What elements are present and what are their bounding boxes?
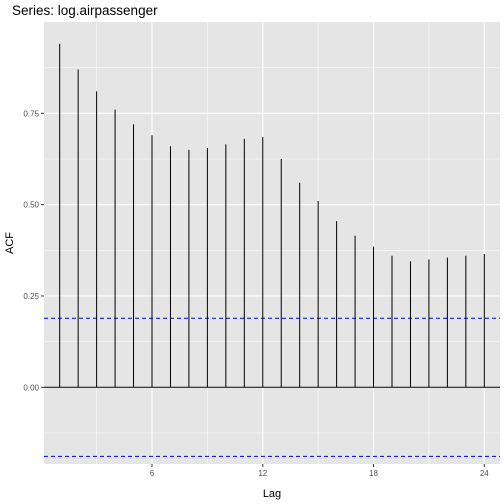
y-axis-ticks: 0.00 0.25 0.50 0.75 <box>23 109 44 392</box>
x-axis-ticks: 6 12 18 24 <box>150 464 490 478</box>
x-tick-label: 12 <box>258 469 267 478</box>
plot-panel <box>44 22 500 464</box>
y-tick-label: 0.25 <box>23 292 39 301</box>
y-tick-label: 0.75 <box>23 109 39 118</box>
chart-title: Series: log.airpassenger <box>12 3 158 18</box>
x-tick-label: 24 <box>480 469 489 478</box>
y-axis-title: ACF <box>4 232 16 254</box>
x-tick-label: 18 <box>369 469 378 478</box>
y-tick-label: 0.00 <box>23 383 39 392</box>
x-tick-label: 6 <box>150 469 155 478</box>
y-tick-label: 0.50 <box>23 201 39 210</box>
x-axis-title: Lag <box>263 488 281 500</box>
